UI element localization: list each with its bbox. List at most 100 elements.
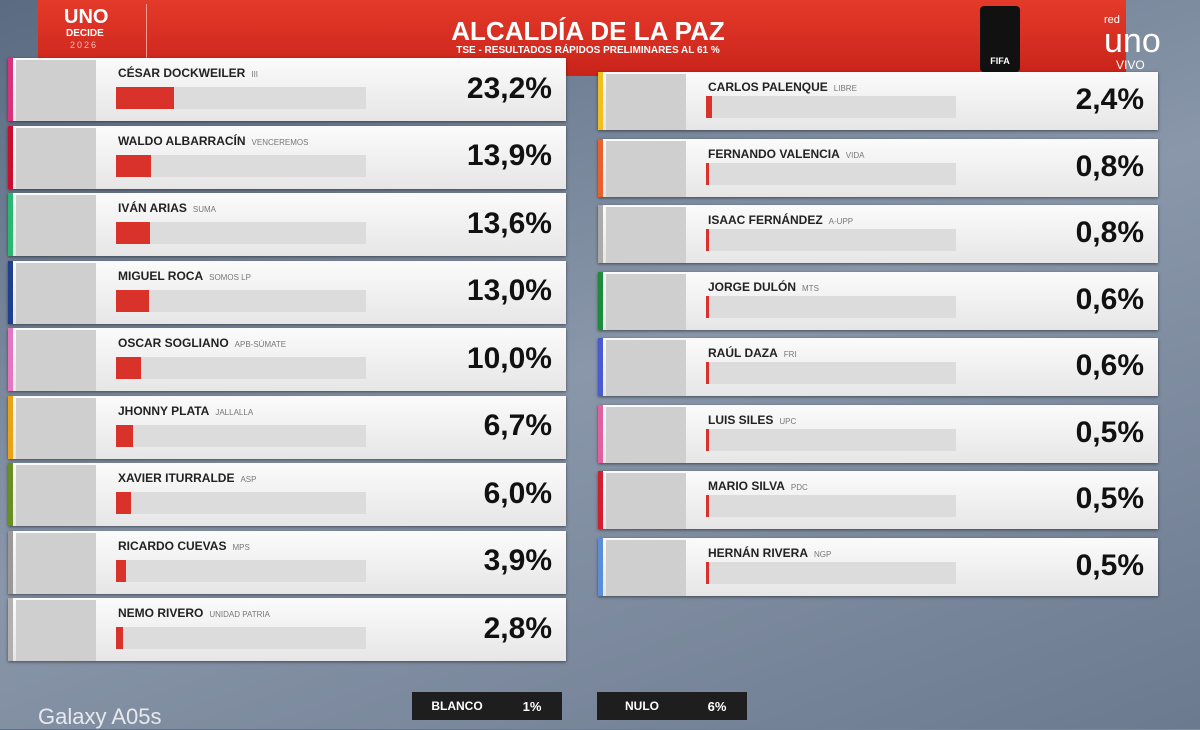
bar-track: [116, 559, 366, 582]
candidate-photo: [606, 207, 686, 263]
candidate-name-text: CARLOS PALENQUE: [708, 80, 828, 94]
party-stripe: [598, 404, 603, 463]
bar-track: [706, 295, 956, 318]
party-name: SUMA: [192, 205, 217, 214]
footer-box: NULO 6%: [597, 692, 747, 720]
candidate-name: RAÚL DAZA FRI: [708, 346, 797, 360]
vote-bar: [706, 295, 709, 318]
candidate-card: NEMO RIVERO UNIDAD PATRIA 2,8%: [8, 598, 566, 661]
candidate-photo: [606, 140, 686, 197]
candidate-photo: [606, 539, 686, 596]
party-stripe: [8, 598, 13, 661]
bar-track: [116, 289, 366, 312]
party-stripe: [598, 72, 603, 130]
vote-percent: 0,5%: [1075, 415, 1144, 449]
party-name: NGP: [814, 549, 832, 559]
candidate-name: WALDO ALBARRACÍN VENCEREMOS: [118, 134, 308, 148]
vote-percent: 6,7%: [483, 409, 552, 442]
party-stripe: [8, 58, 13, 121]
bar-track: [706, 561, 956, 584]
candidate-photo: [16, 127, 96, 189]
vote-bar: [706, 495, 709, 517]
party-name: UPC: [779, 416, 797, 426]
vote-percent: 0,6%: [1075, 349, 1144, 382]
party-name: A-UPP: [828, 217, 854, 226]
vote-bar: [116, 87, 174, 109]
vote-bar: [116, 492, 131, 514]
vote-bar: [116, 627, 123, 649]
candidate-card: IVÁN ARIAS SUMA 13,6%: [8, 193, 566, 256]
candidate-name-text: IVÁN ARIAS: [118, 201, 187, 215]
candidate-photo: [16, 600, 96, 661]
candidate-name: JHONNY PLATA JALLALLA: [118, 404, 253, 418]
candidate-card: OSCAR SOGLIANO APB-SÚMATE 10,0%: [8, 328, 566, 391]
vote-bar: [116, 559, 126, 582]
candidate-name: CÉSAR DOCKWEILER III: [118, 66, 258, 80]
party-name: MTS: [802, 283, 819, 293]
vote-bar: [706, 428, 709, 451]
bar-track: [706, 229, 956, 251]
brand-year: 2026: [70, 40, 99, 50]
channel: red: [1104, 14, 1120, 26]
candidate-name-text: WALDO ALBARRACÍN: [118, 133, 246, 148]
candidate-name: MARIO SILVA PDC: [708, 479, 808, 493]
candidate-card: WALDO ALBARRACÍN VENCEREMOS 13,9%: [8, 125, 566, 189]
vote-percent: 0,5%: [1075, 548, 1144, 582]
subtitle: TSE - RESULTADOS RÁPIDOS PRELIMINARES AL…: [456, 45, 720, 56]
bar-track: [116, 424, 366, 447]
footer-value: 1%: [522, 698, 542, 714]
party-stripe: [598, 205, 603, 263]
bar-track: [116, 87, 366, 109]
party-name: VENCEREMOS: [251, 137, 309, 147]
brand: UNO: [64, 6, 109, 28]
candidate-name-text: CÉSAR DOCKWEILER: [118, 66, 246, 80]
vote-percent: 10,0%: [466, 341, 552, 375]
candidate-name-text: OSCAR SOGLIANO: [118, 336, 229, 350]
party-stripe: [598, 471, 603, 529]
candidate-name-text: JORGE DULÓN: [708, 279, 797, 294]
vote-percent: 2,8%: [483, 611, 552, 645]
candidate-card: ISAAC FERNÁNDEZ A-UPP 0,8%: [598, 205, 1158, 263]
party-stripe: [598, 537, 603, 596]
candidate-card: MARIO SILVA PDC 0,5%: [598, 471, 1158, 529]
party-name: VIDA: [845, 150, 865, 160]
brand-sub: DECIDE: [66, 28, 104, 39]
candidate-name-text: JHONNY PLATA: [118, 403, 210, 418]
bar-track: [706, 162, 956, 185]
bar-track: [116, 222, 366, 244]
candidate-card: LUIS SILES UPC 0,5%: [598, 404, 1158, 463]
party-stripe: [8, 125, 13, 189]
bar-track: [706, 96, 956, 118]
candidate-card: XAVIER ITURRALDE ASP 6,0%: [8, 463, 566, 526]
bar-track: [116, 357, 366, 379]
candidate-name: IVÁN ARIAS SUMA: [118, 201, 216, 215]
vote-percent: 2,4%: [1075, 83, 1144, 116]
footer-value: 6%: [707, 698, 727, 714]
candidate-name: XAVIER ITURRALDE ASP: [118, 471, 256, 485]
candidate-photo: [16, 195, 96, 256]
candidate-name-text: XAVIER ITURRALDE: [118, 471, 235, 485]
bar-track: [706, 428, 956, 451]
candidate-name: ISAAC FERNÁNDEZ A-UPP: [708, 213, 853, 227]
candidate-name: LUIS SILES UPC: [708, 413, 796, 427]
footer-label: NULO: [625, 699, 659, 713]
vote-percent: 13,9%: [466, 139, 552, 172]
candidate-card: RAÚL DAZA FRI 0,6%: [598, 338, 1158, 396]
candidate-card: FERNANDO VALENCIA VIDA 0,8%: [598, 138, 1158, 197]
vote-bar: [116, 424, 133, 447]
vote-bar: [706, 162, 709, 185]
candidate-name: NEMO RIVERO UNIDAD PATRIA: [118, 606, 270, 620]
candidate-card: HERNÁN RIVERA NGP 0,5%: [598, 537, 1158, 596]
party-stripe: [598, 271, 603, 330]
candidate-photo: [16, 465, 96, 526]
candidate-name-text: ISAAC FERNÁNDEZ: [708, 213, 823, 227]
vote-percent: 23,2%: [466, 71, 552, 105]
candidate-name: HERNÁN RIVERA NGP: [708, 546, 831, 560]
candidate-name: CARLOS PALENQUE LIBRE: [708, 80, 857, 94]
bar-track: [706, 362, 956, 384]
vote-percent: 0,6%: [1075, 282, 1144, 316]
candidate-name-text: MARIO SILVA: [708, 479, 785, 493]
channel-name: uno: [1104, 22, 1161, 60]
party-stripe: [8, 328, 13, 391]
